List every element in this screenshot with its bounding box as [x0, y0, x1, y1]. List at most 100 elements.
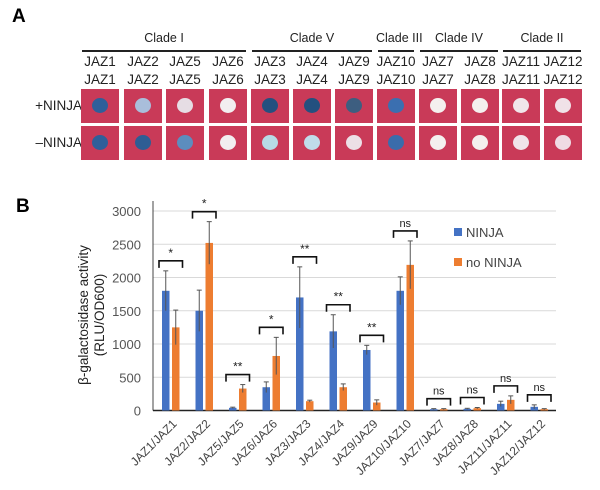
prey-label: JAZ9 — [338, 72, 370, 87]
bar-no-ninja — [239, 388, 247, 411]
legend-swatch — [454, 228, 462, 236]
bar-ninja — [262, 387, 270, 411]
bar-ninja — [296, 297, 304, 411]
prey-label: JAZ6 — [212, 72, 244, 87]
yeast-tile — [124, 126, 162, 160]
clade-bracket-line — [252, 50, 372, 52]
significance-label: ns — [466, 385, 478, 397]
legend-label: no NINJA — [466, 255, 522, 270]
yeast-colony-spot — [472, 98, 488, 113]
y-tick-label: 2000 — [112, 271, 141, 286]
yeast-colony-spot — [388, 98, 404, 113]
yeast-colony-spot — [513, 98, 529, 113]
panel-a-letter: A — [12, 6, 26, 27]
bar-ninja — [497, 403, 505, 411]
bar-no-ninja — [339, 387, 347, 411]
yeast-colony-spot — [346, 98, 362, 113]
yeast-colony-spot — [177, 98, 193, 113]
yeast-tile — [544, 89, 582, 123]
y-tick-label: 1500 — [112, 304, 141, 319]
significance-bracket — [359, 334, 385, 343]
significance-bracket — [459, 396, 485, 405]
yeast-colony-spot — [92, 98, 108, 113]
yeast-colony-spot — [555, 135, 571, 150]
yeast-tile — [544, 126, 582, 160]
yeast-tile — [166, 89, 204, 123]
clade-label: Clade III — [376, 31, 423, 45]
yeast-tile — [419, 126, 457, 160]
yeast-colony-spot — [262, 135, 278, 150]
prey-label: JAZ2 — [127, 72, 159, 87]
bar-no-ninja — [507, 399, 515, 411]
significance-bracket — [426, 397, 452, 406]
clade-label: Clade I — [144, 31, 184, 45]
yeast-tile — [293, 89, 331, 123]
bar-no-ninja — [306, 401, 314, 411]
bar-no-ninja — [373, 402, 381, 411]
bar-no-ninja — [473, 408, 481, 411]
yeast-tile — [377, 89, 415, 123]
bar-ninja — [329, 331, 337, 411]
bait-label: JAZ3 — [254, 54, 286, 69]
panel-b-letter: B — [16, 196, 30, 217]
yeast-colony-spot — [430, 135, 446, 150]
bait-label: JAZ1 — [84, 54, 116, 69]
bar-ninja — [430, 409, 438, 411]
yeast-colony-spot — [220, 98, 236, 113]
clade-bracket-line — [503, 50, 581, 52]
bar-ninja — [162, 290, 170, 411]
yeast-tile — [293, 126, 331, 160]
yeast-tile — [81, 126, 119, 160]
significance-bracket — [325, 303, 351, 312]
bait-label: JAZ10 — [376, 54, 416, 69]
yeast-colony-spot — [262, 98, 278, 113]
bar-ninja — [229, 407, 237, 411]
significance-label: ** — [300, 242, 310, 256]
prey-label: JAZ5 — [169, 72, 201, 87]
significance-bracket — [158, 260, 184, 268]
significance-bracket — [392, 230, 418, 238]
y-tick-label: 2500 — [112, 237, 141, 252]
clade-label: Clade V — [289, 31, 335, 45]
bar-no-ninja — [272, 355, 280, 411]
yeast-tile — [502, 126, 540, 160]
significance-bracket — [225, 373, 251, 382]
yeast-tile — [461, 126, 499, 160]
yeast-colony-spot — [472, 135, 488, 150]
yeast-colony-spot — [513, 135, 529, 150]
yeast-tile — [335, 89, 373, 123]
prey-label: JAZ4 — [296, 72, 328, 87]
significance-bracket — [493, 385, 519, 393]
significance-label: ns — [399, 218, 411, 230]
bar-no-ninja — [172, 327, 180, 411]
significance-bracket — [191, 210, 217, 219]
yeast-colony-spot — [555, 98, 571, 113]
clade-bracket-line — [378, 50, 414, 52]
yeast-tile — [335, 126, 373, 160]
legend-swatch — [454, 258, 462, 266]
bait-label: JAZ4 — [296, 54, 328, 69]
yeast-tile — [251, 126, 289, 160]
significance-label: ** — [367, 320, 377, 334]
significance-label: ns — [533, 382, 545, 394]
significance-bracket — [292, 256, 318, 264]
prey-label: JAZ12 — [543, 72, 583, 87]
y-axis-label: β-galactosidase activity — [76, 245, 91, 385]
significance-bracket — [526, 394, 552, 402]
row-label: +NINJA — [35, 98, 82, 113]
significance-bracket — [258, 326, 284, 335]
y-tick-label: 1000 — [112, 337, 141, 352]
yeast-colony-spot — [388, 135, 404, 150]
bait-label: JAZ12 — [543, 54, 583, 69]
bait-label: JAZ7 — [422, 54, 454, 69]
row-label: –NINJA — [35, 135, 82, 150]
prey-label: JAZ11 — [501, 72, 540, 87]
y-axis-label-units: (RLU/OD600) — [92, 274, 107, 357]
yeast-tile — [209, 89, 247, 123]
bar-ninja — [396, 290, 404, 411]
prey-label: JAZ7 — [422, 72, 454, 87]
bar-no-ninja — [205, 242, 213, 411]
significance-label: * — [202, 197, 207, 211]
prey-label: JAZ10 — [376, 72, 416, 87]
